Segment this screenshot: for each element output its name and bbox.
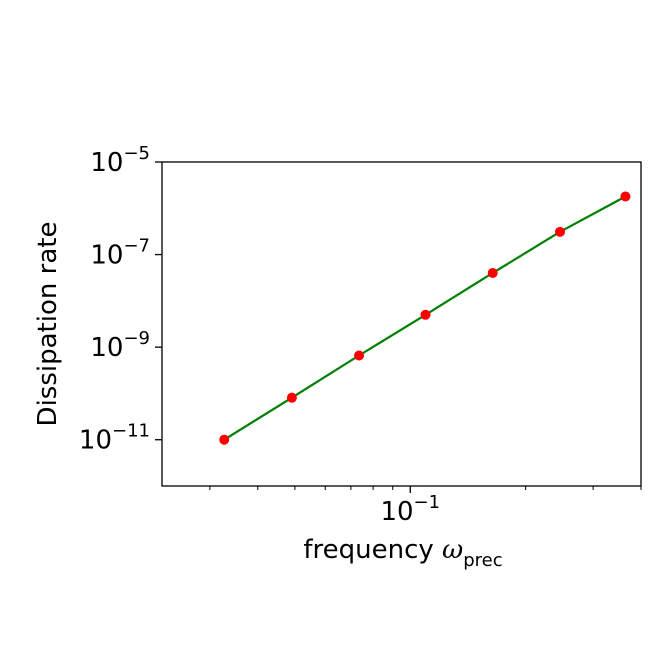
y-axis-label: Dissipation rate [33,222,63,427]
data-point [487,267,498,278]
plot-frame [161,161,642,487]
data-point [354,350,365,361]
y-tick-label: 10−11 [79,421,150,456]
x-tick-label: 10−1 [380,492,440,527]
data-point [420,309,431,320]
y-tick-label: 10−5 [90,143,150,178]
axes: 10−1 10−5 10−7 10−9 10−11 [79,143,642,527]
y-tick-label: 10−9 [90,328,150,363]
y-tick-label: 10−7 [90,236,150,271]
data-point [620,191,631,202]
x-axis-label: frequency ωprec [303,535,502,571]
plot-area [219,191,631,445]
data-point [555,226,566,237]
data-point [286,392,297,403]
data-point [219,434,230,445]
